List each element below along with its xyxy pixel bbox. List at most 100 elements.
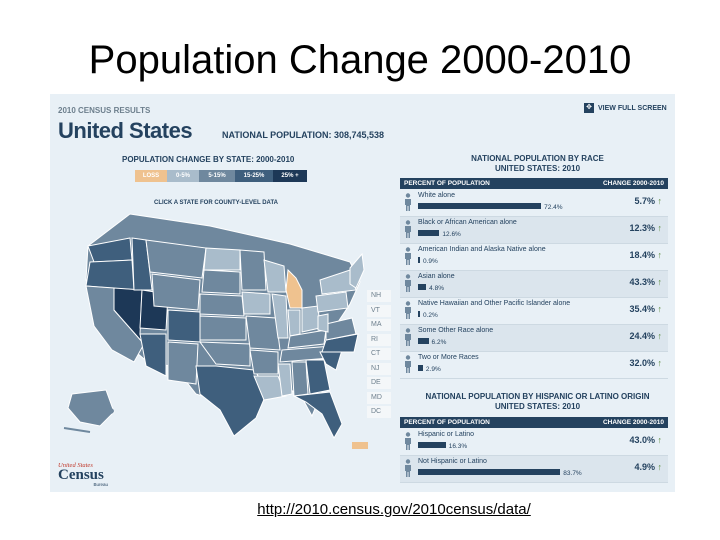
logo-line2: Census xyxy=(58,467,104,483)
state-nm xyxy=(167,341,199,385)
person-icon xyxy=(405,355,411,373)
fullscreen-icon[interactable]: ✥ xyxy=(584,103,594,113)
state-ia xyxy=(241,291,271,315)
up-arrow-icon: ↑ xyxy=(657,277,663,287)
legend-item: 5-15% xyxy=(199,170,235,182)
territory-pr xyxy=(352,442,368,449)
chart-bar xyxy=(418,284,427,290)
state-fl xyxy=(292,391,343,440)
race-header-right: CHANGE 2000-2010 xyxy=(602,180,664,187)
state-ak xyxy=(67,389,115,427)
change-value: 32.0% ↑ xyxy=(629,358,662,368)
small-state-nj[interactable]: NJ xyxy=(367,362,391,375)
source-link[interactable]: http://2010.census.gov/2010census/data/ xyxy=(257,501,531,518)
small-state-ri[interactable]: RI xyxy=(367,333,391,346)
chart-bar xyxy=(418,442,446,448)
row-label: White alone xyxy=(418,192,455,199)
state-pa xyxy=(315,291,349,313)
race-header-left: PERCENT OF POPULATION xyxy=(404,180,490,187)
chart-row: Hispanic or Latino 16.3% 43.0% ↑ xyxy=(400,429,668,456)
row-label: Hispanic or Latino xyxy=(418,431,475,438)
small-state-vt[interactable]: VT xyxy=(367,304,391,317)
click-instruction: CLICK A STATE FOR COUNTY-LEVEL DATA xyxy=(154,200,278,206)
person-icon xyxy=(405,432,411,450)
state-mt xyxy=(145,239,207,279)
person-icon xyxy=(405,301,411,319)
up-arrow-icon: ↑ xyxy=(657,196,663,206)
small-state-nh[interactable]: NH xyxy=(367,290,391,302)
state-in xyxy=(287,309,301,337)
person-icon xyxy=(405,247,411,265)
state-ga xyxy=(305,359,331,395)
small-state-md[interactable]: MD xyxy=(367,391,391,404)
up-arrow-icon: ↑ xyxy=(657,250,663,260)
state-hi-island xyxy=(91,399,97,403)
logo-line3: Bureau xyxy=(93,482,108,487)
chart-row: American Indian and Alaska Native alone 0… xyxy=(400,244,668,271)
state-new-england xyxy=(349,252,365,289)
small-state-ma[interactable]: MA xyxy=(367,319,391,331)
map-title: POPULATION CHANGE BY STATE: 2000-2010 xyxy=(122,155,295,164)
chart-row: White alone 72.4% 5.7% ↑ xyxy=(400,190,668,217)
change-label: 43.0% xyxy=(629,435,658,445)
change-label: 35.4% xyxy=(629,304,658,314)
state-ok xyxy=(198,341,251,367)
state-nd xyxy=(203,247,241,271)
up-arrow-icon: ↑ xyxy=(657,462,663,472)
us-map[interactable] xyxy=(50,94,390,492)
state-mn xyxy=(239,249,267,291)
state-sd xyxy=(201,269,241,295)
row-label: Two or More Races xyxy=(418,354,479,361)
person-icon xyxy=(405,328,411,346)
hispanic-table-header: PERCENT OF POPULATION CHANGE 2000-2010 xyxy=(400,417,668,428)
change-label: 43.3% xyxy=(629,277,658,287)
state-az xyxy=(139,333,167,377)
row-label: Not Hispanic or Latino xyxy=(418,458,487,465)
change-label: 18.4% xyxy=(629,250,658,260)
state-ar xyxy=(249,349,279,375)
bar-value-label: 72.4% xyxy=(544,204,563,211)
state-il xyxy=(271,293,289,339)
bar-value-label: 0.2% xyxy=(423,312,438,319)
change-value: 5.7% ↑ xyxy=(634,196,662,206)
bar-value-label: 83.7% xyxy=(563,470,582,477)
bar-value-label: 4.8% xyxy=(429,285,444,292)
state-ks xyxy=(199,315,247,341)
person-icon xyxy=(405,459,411,477)
results-label: 2010 CENSUS RESULTS xyxy=(58,106,151,115)
chart-bar xyxy=(418,365,423,371)
chart-row: Not Hispanic or Latino 83.7% 4.9% ↑ xyxy=(400,456,668,483)
person-icon xyxy=(405,193,411,211)
chart-bar xyxy=(418,338,429,344)
chart-bar xyxy=(418,469,561,475)
small-state-dc[interactable]: DC xyxy=(367,406,391,418)
row-label: Black or African American alone xyxy=(418,219,517,226)
state-tx xyxy=(195,365,269,437)
chart-row: Asian alone 4.8% 43.3% ↑ xyxy=(400,271,668,298)
view-full-screen-button[interactable]: VIEW FULL SCREEN xyxy=(598,105,667,112)
up-arrow-icon: ↑ xyxy=(657,435,663,445)
change-value: 18.4% ↑ xyxy=(629,250,662,260)
race-title-text: NATIONAL POPULATION BY RACE xyxy=(471,154,604,163)
national-population: NATIONAL POPULATION: 308,745,538 xyxy=(222,130,385,140)
logo-line1: United States xyxy=(58,462,93,469)
state-la xyxy=(253,375,287,401)
race-chart-title: NATIONAL POPULATION BY RACE UNITED STATE… xyxy=(400,154,675,174)
bar-value-label: 6.2% xyxy=(431,339,447,346)
race-table-header: PERCENT OF POPULATION CHANGE 2000-2010 xyxy=(400,178,668,189)
up-arrow-icon: ↑ xyxy=(657,223,663,233)
bar-value-label: 0.9% xyxy=(423,258,438,265)
change-value: 43.0% ↑ xyxy=(629,435,662,445)
up-arrow-icon: ↑ xyxy=(657,304,663,314)
small-state-de[interactable]: DE xyxy=(367,377,391,389)
census-logo: United States Census Bureau xyxy=(58,462,114,488)
country-title: United States xyxy=(58,118,193,143)
bar-value-label: 16.3% xyxy=(448,443,468,450)
change-label: 12.3% xyxy=(629,223,658,233)
bar-value-label: 12.6% xyxy=(442,231,461,238)
map-legend: LOSS 0-5% 5-15% 15-25% 25% + xyxy=(135,170,307,182)
state-wy xyxy=(151,273,201,311)
small-state-ct[interactable]: CT xyxy=(367,348,391,360)
change-label: 24.4% xyxy=(629,331,658,341)
hispanic-header-right: CHANGE 2000-2010 xyxy=(602,419,664,426)
